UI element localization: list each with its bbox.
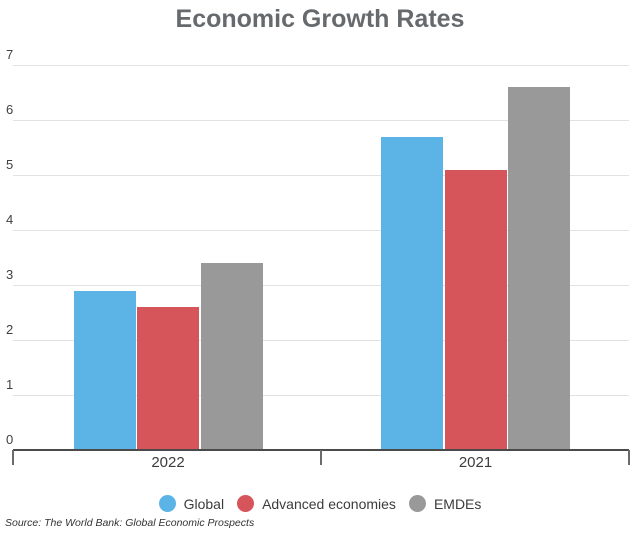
x-axis-tick-2 <box>628 450 630 465</box>
chart-title: Economic Growth Rates <box>175 5 465 33</box>
y-axis-tick-label: 1 <box>6 377 14 392</box>
bar-global-2021 <box>381 136 443 450</box>
bar-advanced-economies-2021 <box>444 169 507 450</box>
legend-label: Global <box>183 495 225 512</box>
gridline-y3 <box>13 285 629 286</box>
legend-dot-icon <box>237 495 255 512</box>
gridline-y2 <box>13 340 629 341</box>
legend: Global Advanced economies EMDEs <box>0 495 640 512</box>
y-axis-tick-label: 4 <box>6 212 14 227</box>
y-axis-tick-label: 0 <box>6 432 14 447</box>
y-axis-tick-label: 7 <box>6 47 14 62</box>
gridline-y1 <box>13 395 629 396</box>
legend-label: Advanced economies <box>262 495 396 512</box>
y-axis-tick-label: 5 <box>6 157 14 172</box>
bar-global-2022 <box>73 290 136 450</box>
source-note: Source: The World Bank: Global Economic … <box>5 517 255 529</box>
gridline-y6 <box>13 120 629 121</box>
y-axis-tick-label: 6 <box>6 102 14 117</box>
x-axis-tick-1 <box>320 450 322 465</box>
legend-dot-icon <box>158 495 176 512</box>
x-axis-category-label-2021: 2021 <box>458 454 493 471</box>
bar-emdes-2021 <box>508 87 570 450</box>
legend-item-emdes: EMDEs <box>408 495 482 512</box>
legend-item-advanced-economies: Advanced economies <box>237 495 396 512</box>
bar-emdes-2022 <box>200 263 263 450</box>
x-axis-tick-0 <box>12 450 14 465</box>
y-axis-tick-label: 2 <box>6 322 14 337</box>
gridline-y4 <box>13 230 629 231</box>
y-axis-tick-label: 3 <box>6 267 14 282</box>
gridline-y7 <box>13 65 629 66</box>
x-axis-category-label-2022: 2022 <box>151 454 185 471</box>
legend-dot-icon <box>408 495 426 512</box>
gridline-y5 <box>13 175 629 176</box>
legend-item-global: Global <box>158 495 225 512</box>
bar-advanced-economies-2022 <box>137 307 199 450</box>
legend-label: EMDEs <box>433 495 482 512</box>
